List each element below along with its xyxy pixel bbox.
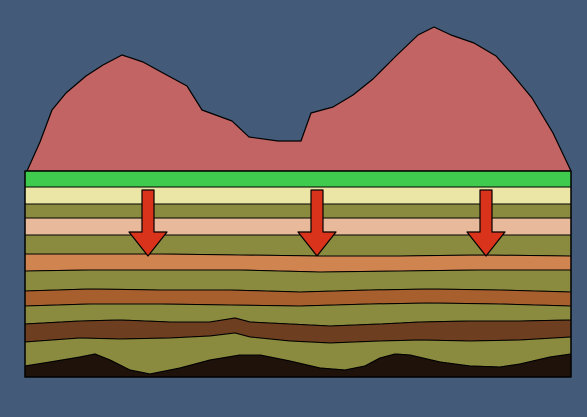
layer-bedrock	[24, 353, 572, 378]
ground-block-outline	[24, 170, 572, 378]
layer-olive-3	[24, 269, 572, 293]
down-arrow-icon	[128, 189, 168, 257]
down-arrow-icon	[297, 189, 337, 257]
layer-orange	[24, 253, 572, 273]
layer-topsoil	[24, 170, 572, 188]
compression-arrows	[128, 189, 506, 257]
mountain	[26, 26, 572, 172]
down-arrow-icon	[466, 189, 506, 257]
